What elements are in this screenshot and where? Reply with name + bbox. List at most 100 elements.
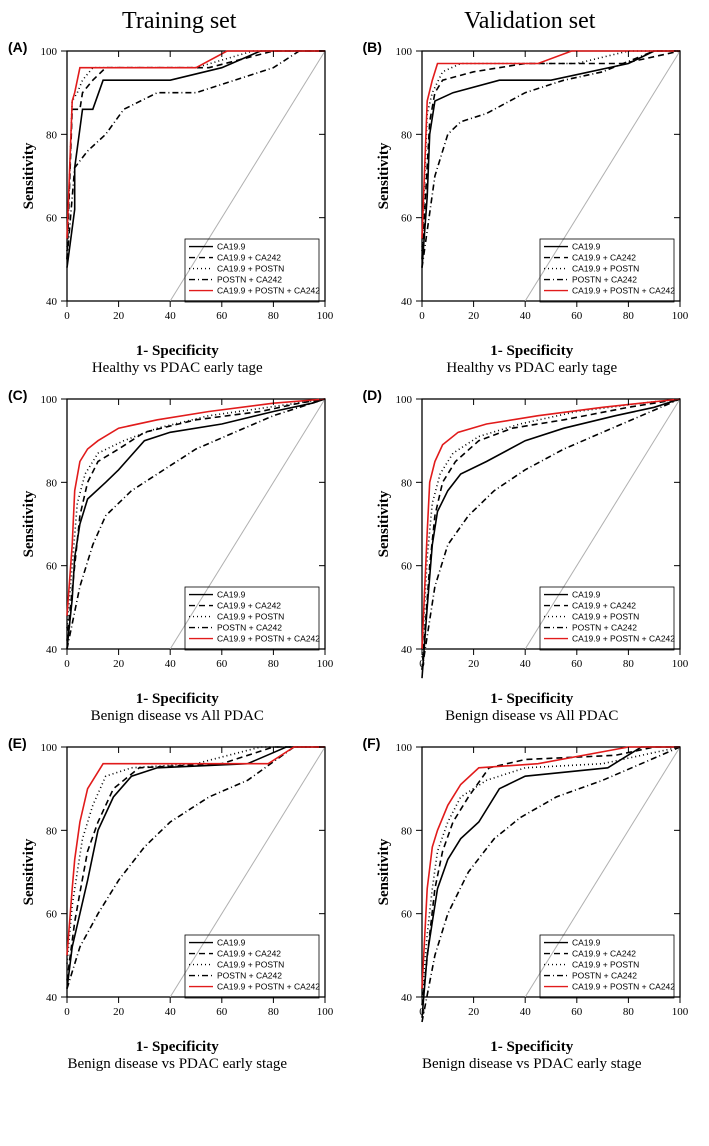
svg-text:POSTN + CA242: POSTN + CA242 (217, 971, 282, 981)
svg-text:CA19.9 + CA242: CA19.9 + CA242 (217, 949, 281, 959)
svg-text:0: 0 (419, 310, 425, 322)
curve-ca199 (67, 51, 325, 268)
x-axis-label: 1- Specificity (490, 1039, 573, 1056)
panel-grid: (A) 020406080100406080100 CA19.9CA19.9 +… (4, 39, 705, 1073)
svg-text:80: 80 (268, 1006, 280, 1018)
svg-text:20: 20 (468, 1006, 480, 1018)
svg-text:40: 40 (165, 310, 177, 322)
curve-ca199 (422, 51, 680, 268)
svg-text:60: 60 (401, 561, 413, 573)
svg-text:CA19.9: CA19.9 (217, 590, 246, 600)
x-axis-label: 1- Specificity (136, 343, 219, 360)
svg-text:80: 80 (46, 825, 58, 837)
svg-text:100: 100 (672, 658, 689, 670)
svg-text:80: 80 (46, 477, 58, 489)
svg-text:100: 100 (41, 394, 58, 406)
svg-text:60: 60 (217, 1006, 229, 1018)
svg-text:100: 100 (672, 310, 689, 322)
x-axis-label: 1- Specificity (136, 691, 219, 708)
svg-text:100: 100 (395, 742, 412, 754)
svg-text:Sensitivity: Sensitivity (21, 142, 37, 209)
curve-ca199_postn (67, 399, 325, 628)
svg-text:100: 100 (395, 394, 412, 406)
svg-text:CA19.9 + POSTN: CA19.9 + POSTN (217, 264, 284, 274)
svg-text:40: 40 (519, 310, 531, 322)
svg-text:40: 40 (46, 992, 58, 1004)
curve-ca199 (67, 747, 325, 989)
svg-text:CA19.9 + POSTN: CA19.9 + POSTN (572, 264, 639, 274)
svg-text:CA19.9 + POSTN: CA19.9 + POSTN (217, 612, 284, 622)
svg-text:20: 20 (468, 310, 480, 322)
panel-subtitle: Healthy vs PDAC early tage (92, 360, 263, 377)
svg-text:20: 20 (468, 658, 480, 670)
curve-postn_ca242 (422, 51, 680, 268)
svg-text:POSTN + CA242: POSTN + CA242 (572, 971, 637, 981)
curve-all (67, 51, 325, 239)
svg-text:20: 20 (113, 310, 125, 322)
svg-text:CA19.9 + CA242: CA19.9 + CA242 (217, 601, 281, 611)
svg-text:40: 40 (46, 296, 58, 308)
svg-text:POSTN + CA242: POSTN + CA242 (217, 623, 282, 633)
col-header-training: Training set (4, 8, 355, 35)
svg-text:POSTN + CA242: POSTN + CA242 (572, 275, 637, 285)
col-header-validation: Validation set (355, 8, 706, 35)
svg-text:20: 20 (113, 1006, 125, 1018)
panel-E: (E) 020406080100406080100 CA19.9CA19.9 +… (4, 735, 351, 1073)
svg-text:CA19.9 + POSTN + CA242: CA19.9 + POSTN + CA242 (572, 286, 675, 296)
svg-text:20: 20 (113, 658, 125, 670)
roc-plot: 020406080100406080100 CA19.9CA19.9 + CA2… (372, 389, 692, 689)
svg-text:100: 100 (317, 1006, 334, 1018)
svg-text:40: 40 (519, 658, 531, 670)
curve-ca199 (422, 747, 680, 1018)
curve-ca199_ca242 (67, 51, 325, 259)
svg-text:CA19.9 + POSTN: CA19.9 + POSTN (572, 612, 639, 622)
svg-text:60: 60 (571, 658, 583, 670)
svg-text:CA19.9 + POSTN + CA242: CA19.9 + POSTN + CA242 (217, 634, 320, 644)
svg-text:POSTN + CA242: POSTN + CA242 (217, 275, 282, 285)
svg-text:80: 80 (623, 310, 635, 322)
svg-text:0: 0 (65, 310, 71, 322)
panel-subtitle: Benign disease vs All PDAC (445, 708, 618, 725)
svg-text:0: 0 (419, 658, 425, 670)
svg-text:40: 40 (46, 644, 58, 656)
svg-text:100: 100 (395, 46, 412, 58)
column-headers: Training set Validation set (4, 8, 705, 35)
curve-postn_ca242 (422, 399, 680, 670)
svg-text:CA19.9: CA19.9 (572, 938, 601, 948)
panel-B: (B) 020406080100406080100 CA19.9CA19.9 +… (359, 39, 706, 377)
roc-plot: 020406080100406080100 CA19.9CA19.9 + CA2… (372, 41, 692, 341)
svg-text:60: 60 (46, 561, 58, 573)
svg-text:100: 100 (41, 46, 58, 58)
svg-text:CA19.9: CA19.9 (572, 590, 601, 600)
panel-subtitle: Benign disease vs PDAC early stage (422, 1056, 642, 1073)
curve-all (67, 399, 325, 616)
svg-text:60: 60 (217, 310, 229, 322)
svg-text:40: 40 (401, 296, 413, 308)
svg-text:CA19.9 + POSTN + CA242: CA19.9 + POSTN + CA242 (217, 982, 320, 992)
svg-text:60: 60 (401, 213, 413, 225)
roc-plot: 020406080100406080100 CA19.9CA19.9 + CA2… (17, 389, 337, 689)
curve-ca199_ca242 (67, 747, 325, 980)
svg-text:CA19.9: CA19.9 (572, 242, 601, 252)
svg-text:CA19.9 + POSTN + CA242: CA19.9 + POSTN + CA242 (217, 286, 320, 296)
svg-text:60: 60 (571, 310, 583, 322)
svg-text:Sensitivity: Sensitivity (376, 490, 392, 557)
svg-text:100: 100 (317, 658, 334, 670)
curve-ca199_ca242 (422, 51, 680, 259)
svg-text:Sensitivity: Sensitivity (376, 142, 392, 209)
roc-plot: 020406080100406080100 CA19.9CA19.9 + CA2… (17, 41, 337, 341)
svg-text:60: 60 (571, 1006, 583, 1018)
panel-F: (F) 020406080100406080100 CA19.9CA19.9 +… (359, 735, 706, 1073)
svg-text:60: 60 (401, 909, 413, 921)
curve-postn_ca242 (67, 51, 325, 259)
svg-text:CA19.9 + POSTN: CA19.9 + POSTN (217, 960, 284, 970)
curve-all (422, 51, 680, 239)
svg-text:80: 80 (623, 1006, 635, 1018)
svg-text:CA19.9 + POSTN + CA242: CA19.9 + POSTN + CA242 (572, 634, 675, 644)
panel-subtitle: Benign disease vs All PDAC (91, 708, 264, 725)
svg-text:POSTN + CA242: POSTN + CA242 (572, 623, 637, 633)
svg-text:100: 100 (672, 1006, 689, 1018)
x-axis-label: 1- Specificity (490, 691, 573, 708)
svg-text:CA19.9 + POSTN + CA242: CA19.9 + POSTN + CA242 (572, 982, 675, 992)
curve-ca199_postn (67, 747, 325, 964)
